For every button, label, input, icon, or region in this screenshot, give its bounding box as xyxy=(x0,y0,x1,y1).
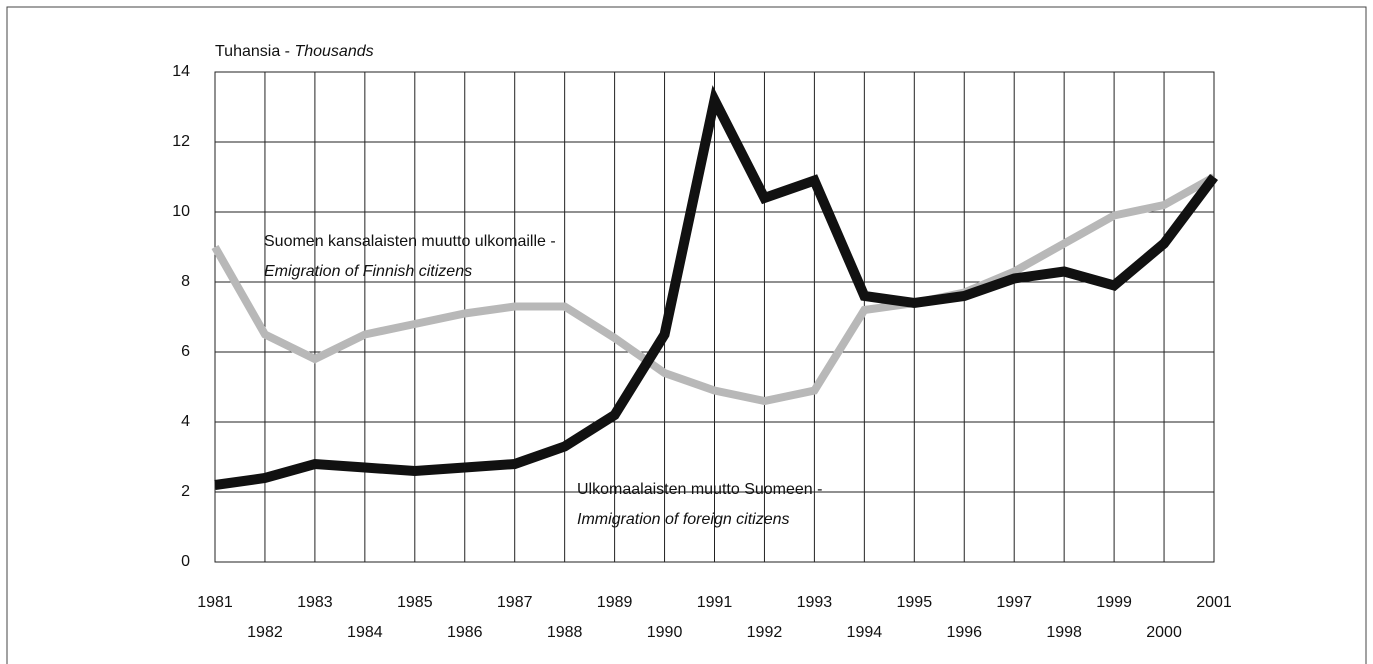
x-tick-label: 1983 xyxy=(297,594,333,611)
x-tick-label: 1981 xyxy=(197,594,233,611)
x-tick-label: 1993 xyxy=(797,594,833,611)
series-line xyxy=(211,173,1216,406)
series-label-en: Immigration of foreign citizens xyxy=(577,511,790,528)
x-tick-label: 1982 xyxy=(247,624,283,641)
x-tick-label: 1998 xyxy=(1046,624,1082,641)
x-tick-label: 1991 xyxy=(697,594,733,611)
y-tick-label: 14 xyxy=(172,63,190,80)
y-tick-label: 4 xyxy=(181,413,190,430)
series-label: Ulkomaalaisten muutto Suomeen - xyxy=(577,481,822,498)
x-tick-label: 1984 xyxy=(347,624,383,641)
x-tick-label: 1986 xyxy=(447,624,483,641)
y-tick-label: 10 xyxy=(172,203,190,220)
x-tick-label: 1992 xyxy=(747,624,783,641)
series-line xyxy=(214,85,1218,490)
x-tick-label: 1988 xyxy=(547,624,583,641)
series-label: Suomen kansalaisten muutto ulkomaille - xyxy=(264,233,556,250)
x-tick-label: 1996 xyxy=(946,624,982,641)
x-tick-label: 2001 xyxy=(1196,594,1232,611)
x-tick-label: 1985 xyxy=(397,594,433,611)
x-tick-label: 1990 xyxy=(647,624,683,641)
y-label-fi: Tuhansia - xyxy=(215,43,294,60)
frame xyxy=(6,6,1367,664)
y-tick-label: 12 xyxy=(172,133,190,150)
y-axis-label: Tuhansia - Thousands xyxy=(215,43,374,60)
x-tick-label: 1997 xyxy=(996,594,1032,611)
x-tick-label: 1999 xyxy=(1096,594,1132,611)
y-tick-label: 6 xyxy=(181,343,190,360)
series-label-en: Emigration of Finnish citizens xyxy=(264,263,472,280)
x-tick-label: 1994 xyxy=(847,624,883,641)
y-tick-label: 2 xyxy=(181,483,190,500)
x-tick-label: 1995 xyxy=(897,594,933,611)
x-tick-label: 1989 xyxy=(597,594,633,611)
y-label-en: Thousands xyxy=(294,43,373,60)
y-tick-label: 0 xyxy=(181,553,190,570)
x-tick-label: 1987 xyxy=(497,594,533,611)
y-tick-label: 8 xyxy=(181,273,190,290)
x-tick-label: 2000 xyxy=(1146,624,1182,641)
